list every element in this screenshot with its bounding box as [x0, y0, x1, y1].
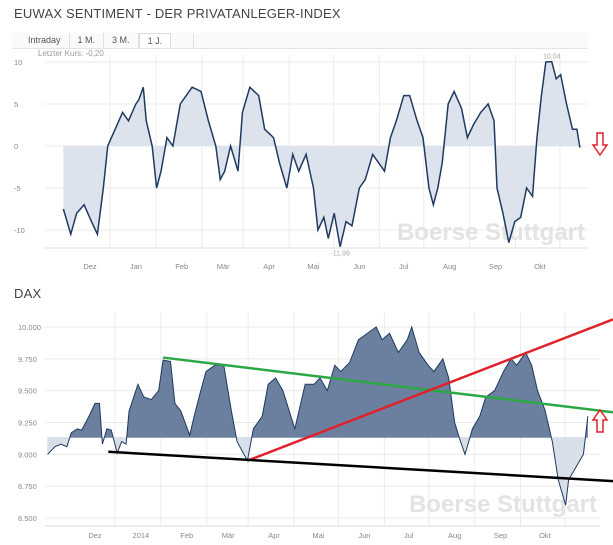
y-tick-label: 9.000	[18, 450, 37, 459]
x-tick-label: Apr	[268, 531, 280, 540]
tab-1y[interactable]: 1 J.	[138, 33, 172, 48]
watermark-logo: Boerse Stuttgart	[397, 219, 585, 246]
x-tick-label: Jan	[130, 262, 142, 271]
y-tick-label: 9.750	[18, 355, 37, 364]
x-tick-label: Dez	[88, 531, 102, 540]
data-label: -11,99	[330, 251, 349, 258]
x-tick-label: Okt	[539, 531, 552, 540]
y-tick-label: 0	[14, 142, 18, 151]
sentiment-title: EUWAX SENTIMENT - DER PRIVATANLEGER-INDE…	[14, 6, 341, 21]
x-tick-label: Mär	[217, 262, 230, 271]
y-tick-label: -5	[14, 184, 21, 193]
tab-1m[interactable]: 1 M.	[70, 33, 105, 48]
x-tick-label: Apr	[263, 262, 275, 271]
tab-intraday[interactable]: Intraday	[20, 33, 70, 48]
watermark-logo: Boerse Stuttgart	[409, 491, 597, 518]
tab-empty[interactable]	[171, 33, 195, 48]
x-tick-label: Dez	[83, 262, 97, 271]
x-tick-label: Jul	[404, 531, 414, 540]
x-tick-label: Sep	[494, 531, 507, 540]
last-price-label: Letzter Kurs: -0,20	[38, 49, 104, 58]
area-fill	[63, 61, 580, 247]
y-tick-label: 10	[14, 58, 22, 67]
tab-3m[interactable]: 3 M.	[104, 33, 139, 48]
series-line	[47, 325, 589, 506]
y-tick-label: -10	[14, 226, 25, 235]
x-tick-label: Aug	[448, 531, 461, 540]
x-tick-label: Jun	[353, 262, 365, 271]
x-tick-label: Jun	[358, 531, 370, 540]
series-line	[62, 60, 581, 247]
trendline-red	[246, 318, 613, 462]
x-tick-label: Jul	[399, 262, 409, 271]
x-tick-label: 2014	[133, 531, 150, 540]
y-tick-label: 9.250	[18, 419, 37, 428]
x-tick-label: Aug	[443, 262, 456, 271]
x-tick-label: Feb	[180, 531, 193, 540]
y-tick-label: 9.500	[18, 387, 37, 396]
y-tick-label: 10.000	[18, 323, 41, 332]
trendline-black	[108, 450, 613, 483]
x-tick-label: Mai	[307, 262, 319, 271]
x-tick-label: Sep	[489, 262, 502, 271]
x-tick-label: Mai	[312, 531, 324, 540]
data-label: 10,04	[543, 54, 561, 61]
y-tick-label: 8.500	[18, 514, 37, 523]
x-tick-label: Mär	[222, 531, 235, 540]
x-tick-label: Feb	[175, 262, 188, 271]
dax-title: DAX	[14, 286, 42, 301]
y-tick-label: 8.750	[18, 482, 37, 491]
area-fill	[47, 327, 588, 506]
x-tick-label: Okt	[534, 262, 547, 271]
y-tick-label: 5	[14, 100, 18, 109]
trendline-green	[162, 356, 613, 414]
up-arrow-icon	[591, 408, 609, 433]
down-arrow-icon	[591, 132, 609, 157]
range-tabs: Intraday 1 M. 3 M. 1 J.	[12, 33, 588, 49]
